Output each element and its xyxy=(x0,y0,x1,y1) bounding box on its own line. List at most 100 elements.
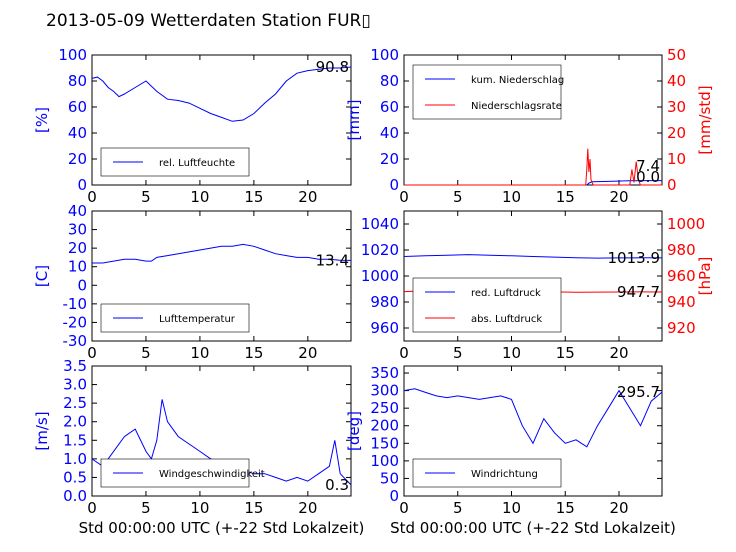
y-tick-label: 0 xyxy=(389,487,399,505)
y2-tick-label: 0 xyxy=(667,176,677,194)
figure-title: 2013-05-09 Wetterdaten Station FUR▯ xyxy=(46,11,371,31)
plot-frame xyxy=(91,365,352,497)
legend-label: abs. Luftdruck xyxy=(471,314,542,325)
y-tick-label: 60 xyxy=(380,98,399,116)
y-tick-label: 3.5 xyxy=(63,357,87,375)
y-tick-label: 350 xyxy=(370,364,399,382)
series-line-windrichtung xyxy=(403,388,663,448)
y-tick-label: 980 xyxy=(370,293,399,311)
last-value-label: 90.8 xyxy=(316,58,349,76)
y-tick-label: 0 xyxy=(389,176,399,194)
y-axis-label: [deg] xyxy=(345,411,363,451)
x-tick-label: 20 xyxy=(298,344,317,362)
x-tick-label: 10 xyxy=(190,499,209,517)
x-tick-label: 15 xyxy=(244,344,263,362)
y-tick-label: 40 xyxy=(68,202,87,220)
y-tick-label: 250 xyxy=(370,399,399,417)
y2-axis-label: [mm/std] xyxy=(696,85,714,154)
y-tick-label: -30 xyxy=(63,332,88,350)
x-tick-label: 15 xyxy=(556,188,575,206)
y-axis-label: [%] xyxy=(33,107,51,133)
x-tick-label: 10 xyxy=(190,188,209,206)
series-line-red-luftdruck xyxy=(403,254,663,259)
panel-middle-right: 0 5 10 15 20 960 980 1000 1020 1040 920 940 960 980 10… xyxy=(361,210,714,362)
y-tick-label: 10 xyxy=(68,258,87,276)
y-tick-label: 1020 xyxy=(361,241,399,259)
y2-tick-label: 960 xyxy=(667,267,696,285)
y2-tick-label: 20 xyxy=(667,124,686,142)
series-line-kum-niederschlag xyxy=(404,180,662,186)
y-axis-label: [C] xyxy=(33,265,51,287)
y2-tick-label: 1000 xyxy=(667,215,705,233)
y-tick-label: 150 xyxy=(370,434,399,452)
y-tick-label: 0 xyxy=(77,176,87,194)
x-tick-label: 20 xyxy=(298,499,317,517)
legend-label: Niederschlagsrate xyxy=(471,101,562,112)
plot-frame xyxy=(403,365,663,497)
y-tick-label: 2.0 xyxy=(63,413,87,431)
x-tick-label: 20 xyxy=(298,188,317,206)
y2-axis-label: [hPa] xyxy=(696,257,714,296)
x-tick-label: 15 xyxy=(556,344,575,362)
y-tick-label: 100 xyxy=(370,46,399,64)
x-tick-label: 5 xyxy=(141,188,151,206)
x-tick-label: 15 xyxy=(244,499,263,517)
x-tick-label: 0 xyxy=(399,188,409,206)
y-tick-label: 300 xyxy=(370,382,399,400)
x-tick-label: 0 xyxy=(87,188,97,206)
legend-label: red. Luftdruck xyxy=(471,288,541,299)
x-tick-label: 20 xyxy=(609,344,628,362)
y-axis-label: [mm] xyxy=(345,100,363,141)
last-value-label: 1013.9 xyxy=(608,249,661,267)
y-tick-label: 60 xyxy=(68,98,87,116)
y-tick-label: 20 xyxy=(68,150,87,168)
x-tick-label: 10 xyxy=(502,499,521,517)
y-tick-label: 80 xyxy=(380,72,399,90)
y-tick-label: 100 xyxy=(58,46,87,64)
y-tick-label: 1.0 xyxy=(63,450,87,468)
legend-label: Windgeschwindigkeit xyxy=(159,469,265,480)
y-tick-label: 30 xyxy=(68,221,87,239)
x-tick-label: 20 xyxy=(609,499,628,517)
legend-label: Windrichtung xyxy=(471,469,538,480)
x-axis-label: Std 00:00:00 UTC (+-22 Std Lokalzeit) xyxy=(79,519,365,537)
series-line-niederschlagsrate xyxy=(404,148,662,186)
y-tick-label: 0.0 xyxy=(63,487,87,505)
x-tick-label: 0 xyxy=(399,499,409,517)
last-value-label: 295.7 xyxy=(617,383,660,401)
legend-box xyxy=(412,64,562,120)
y2-tick-label: 50 xyxy=(667,46,686,64)
y2-tick-label: 40 xyxy=(667,72,686,90)
y2-tick-label: 30 xyxy=(667,98,686,116)
y-tick-label: 2.5 xyxy=(63,394,87,412)
x-tick-label: 5 xyxy=(453,344,463,362)
y-tick-label: 1000 xyxy=(361,267,399,285)
x-tick-label: 5 xyxy=(453,188,463,206)
y-tick-label: 40 xyxy=(380,124,399,142)
y-tick-label: -20 xyxy=(63,313,88,331)
y-tick-label: 3.0 xyxy=(63,376,87,394)
y-tick-label: 960 xyxy=(370,319,399,337)
y-tick-label: 40 xyxy=(68,124,87,142)
y-tick-label: 100 xyxy=(370,452,399,470)
last-value-label: 0.3 xyxy=(325,476,349,494)
y-tick-label: 200 xyxy=(370,417,399,435)
panel-top-left: 0 5 10 15 20 0 20 40 60 80 100 [%] rel. Luftfeuchte 9… xyxy=(33,46,352,206)
y2-tick-label: 10 xyxy=(667,150,686,168)
x-tick-label: 5 xyxy=(141,499,151,517)
x-tick-label: 0 xyxy=(87,499,97,517)
panel-middle-left: 0 5 10 15 20-30-20-10010203040[C]Lufttempera… xyxy=(33,202,352,362)
y-tick-label: 1.5 xyxy=(63,431,87,449)
plot-frame xyxy=(91,210,352,342)
x-tick-label: 5 xyxy=(453,499,463,517)
last-value-label: 7.4 xyxy=(636,157,660,175)
x-tick-label: 10 xyxy=(502,344,521,362)
plot-frame xyxy=(91,54,352,186)
x-tick-label: 0 xyxy=(87,344,97,362)
panel-top-right: 0 5 10 15 20 0 20 40 60 80 100 0 10 20 30 40 50 [mm/std] [… xyxy=(345,46,714,206)
y2-tick-label: 920 xyxy=(667,319,696,337)
y-tick-label: 1040 xyxy=(361,215,399,233)
legend-label: kum. Niederschlag xyxy=(471,75,564,86)
